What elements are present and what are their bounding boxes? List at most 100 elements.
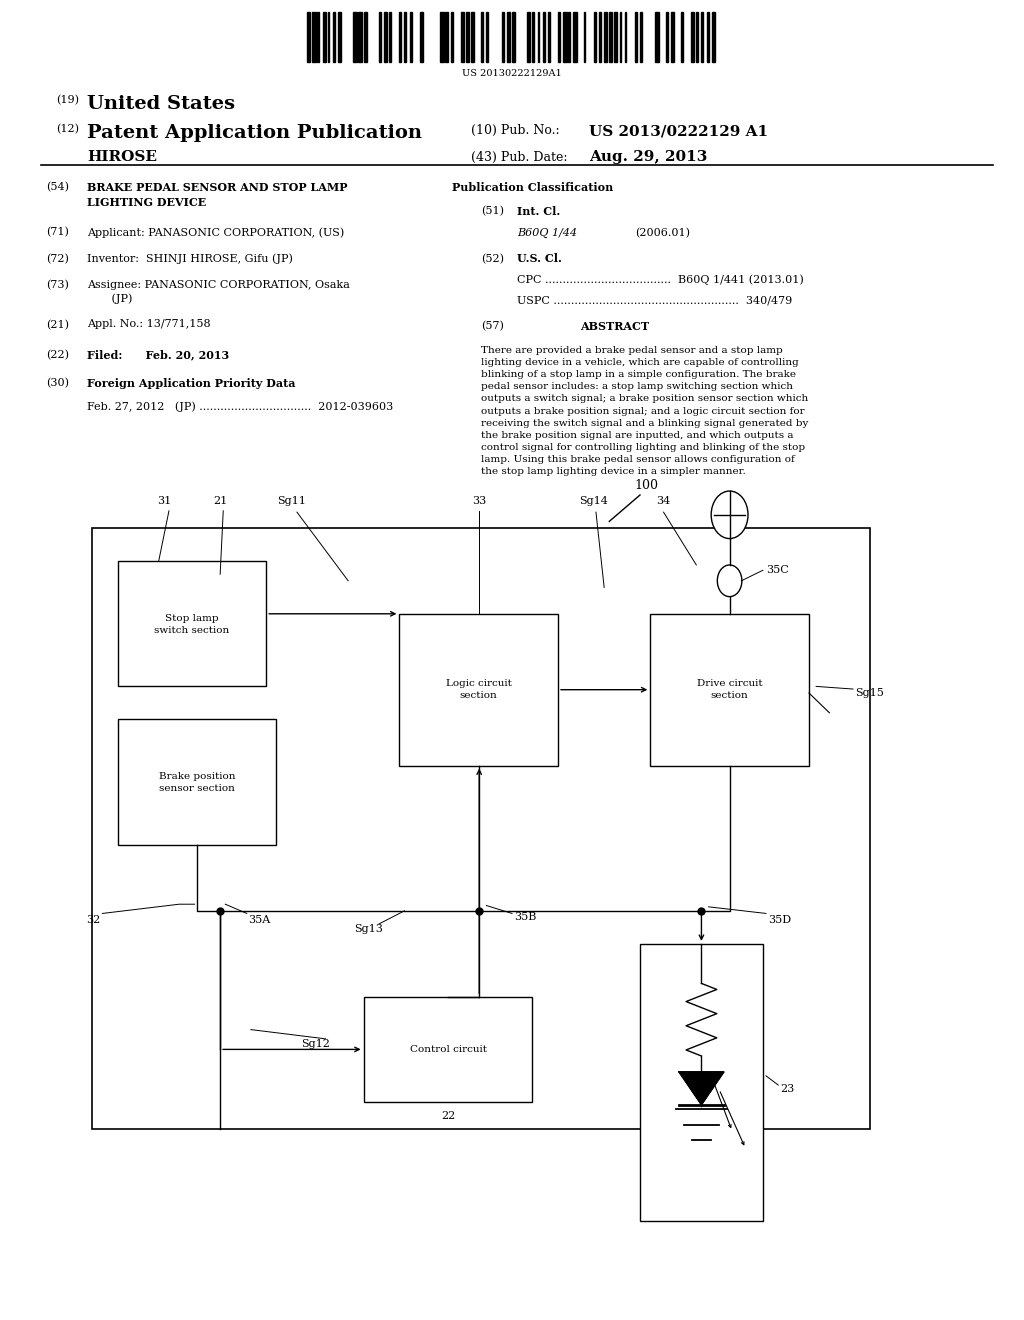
Bar: [543, 12, 545, 62]
Text: 35D: 35D: [768, 915, 792, 925]
Text: (21): (21): [46, 319, 69, 330]
Bar: [666, 12, 668, 62]
Text: HIROSE: HIROSE: [87, 150, 157, 165]
Text: 35A: 35A: [248, 915, 270, 925]
Bar: [512, 12, 515, 62]
Text: (51): (51): [481, 206, 504, 216]
Bar: [461, 12, 464, 62]
Text: Sg12: Sg12: [301, 1039, 330, 1049]
Bar: [384, 12, 387, 62]
Text: ABSTRACT: ABSTRACT: [580, 321, 649, 331]
Text: Applicant: PANASONIC CORPORATION, (US): Applicant: PANASONIC CORPORATION, (US): [87, 227, 344, 238]
Text: (22): (22): [46, 350, 69, 360]
Bar: [712, 12, 715, 62]
Text: Publication Classification: Publication Classification: [452, 182, 613, 193]
Bar: [538, 12, 540, 62]
FancyBboxPatch shape: [650, 614, 809, 766]
Text: 32: 32: [86, 915, 100, 925]
Text: (43) Pub. Date:: (43) Pub. Date:: [471, 150, 567, 164]
Text: CPC ....................................  B60Q 1/441 (2013.01): CPC ....................................…: [517, 275, 804, 285]
Bar: [527, 12, 530, 62]
FancyBboxPatch shape: [399, 614, 558, 766]
Bar: [701, 12, 703, 62]
Bar: [317, 12, 319, 62]
Bar: [486, 12, 488, 62]
Bar: [609, 12, 611, 62]
Bar: [620, 12, 622, 62]
Bar: [594, 12, 596, 62]
Text: (73): (73): [46, 280, 69, 290]
Text: Control circuit: Control circuit: [410, 1045, 486, 1053]
Polygon shape: [679, 1072, 724, 1105]
Bar: [312, 12, 315, 62]
Circle shape: [717, 565, 741, 597]
Bar: [707, 12, 709, 62]
Bar: [502, 12, 504, 62]
Text: 31: 31: [157, 495, 171, 506]
Bar: [440, 12, 443, 62]
Text: Int. Cl.: Int. Cl.: [517, 206, 560, 216]
Text: (54): (54): [46, 182, 69, 193]
Bar: [333, 12, 335, 62]
Text: U.S. Cl.: U.S. Cl.: [517, 253, 562, 264]
Text: United States: United States: [87, 95, 236, 114]
Bar: [635, 12, 637, 62]
Text: Patent Application Publication: Patent Application Publication: [87, 124, 422, 143]
Text: (19): (19): [56, 95, 79, 106]
Text: 22: 22: [441, 1111, 455, 1122]
Text: 35C: 35C: [766, 565, 788, 576]
Bar: [573, 12, 577, 62]
Bar: [471, 12, 474, 62]
Text: (12): (12): [56, 124, 79, 135]
Text: (71): (71): [46, 227, 69, 238]
Bar: [338, 12, 341, 62]
Bar: [410, 12, 412, 62]
Bar: [599, 12, 601, 62]
Text: Feb. 27, 2012   (JP) ................................  2012-039603: Feb. 27, 2012 (JP) .....................…: [87, 401, 393, 412]
Text: Stop lamp
switch section: Stop lamp switch section: [155, 614, 229, 635]
Bar: [307, 12, 310, 62]
Text: There are provided a brake pedal sensor and a stop lamp
lighting device in a veh: There are provided a brake pedal sensor …: [481, 346, 809, 477]
Bar: [548, 12, 550, 62]
Text: USPC .....................................................  340/479: USPC ...................................…: [517, 296, 793, 306]
Text: Assignee: PANASONIC CORPORATION, Osaka
       (JP): Assignee: PANASONIC CORPORATION, Osaka (…: [87, 280, 350, 304]
Text: Logic circuit
section: Logic circuit section: [445, 680, 512, 700]
Text: Appl. No.: 13/771,158: Appl. No.: 13/771,158: [87, 319, 211, 330]
Bar: [399, 12, 401, 62]
Text: 21: 21: [213, 495, 227, 506]
Text: Sg13: Sg13: [354, 924, 383, 935]
Text: (30): (30): [46, 378, 69, 388]
Bar: [364, 12, 368, 62]
Text: 23: 23: [780, 1084, 795, 1094]
Bar: [389, 12, 391, 62]
Bar: [445, 12, 449, 62]
Text: Filed:      Feb. 20, 2013: Filed: Feb. 20, 2013: [87, 350, 229, 360]
Text: 100: 100: [635, 479, 658, 492]
Text: US 20130222129A1: US 20130222129A1: [462, 69, 562, 78]
Bar: [614, 12, 617, 62]
Bar: [563, 12, 566, 62]
Text: Inventor:  SHINJI HIROSE, Gifu (JP): Inventor: SHINJI HIROSE, Gifu (JP): [87, 253, 293, 264]
Text: B60Q 1/44: B60Q 1/44: [517, 228, 578, 239]
Text: 34: 34: [656, 495, 671, 506]
Text: Sg15: Sg15: [855, 688, 884, 698]
Text: (2006.01): (2006.01): [635, 228, 690, 239]
Bar: [584, 12, 586, 62]
Text: BRAKE PEDAL SENSOR AND STOP LAMP
LIGHTING DEVICE: BRAKE PEDAL SENSOR AND STOP LAMP LIGHTIN…: [87, 182, 347, 207]
Text: Aug. 29, 2013: Aug. 29, 2013: [589, 150, 708, 165]
Text: Brake position
sensor section: Brake position sensor section: [159, 772, 236, 793]
Bar: [481, 12, 482, 62]
Bar: [466, 12, 469, 62]
FancyBboxPatch shape: [118, 561, 266, 686]
Text: 35B: 35B: [514, 912, 537, 923]
Bar: [507, 12, 510, 62]
Text: Drive circuit
section: Drive circuit section: [696, 680, 763, 700]
Bar: [681, 12, 683, 62]
Bar: [604, 12, 607, 62]
FancyBboxPatch shape: [118, 719, 276, 845]
Text: Foreign Application Priority Data: Foreign Application Priority Data: [87, 378, 296, 388]
Bar: [532, 12, 535, 62]
FancyBboxPatch shape: [364, 997, 532, 1102]
Bar: [625, 12, 627, 62]
Bar: [640, 12, 642, 62]
